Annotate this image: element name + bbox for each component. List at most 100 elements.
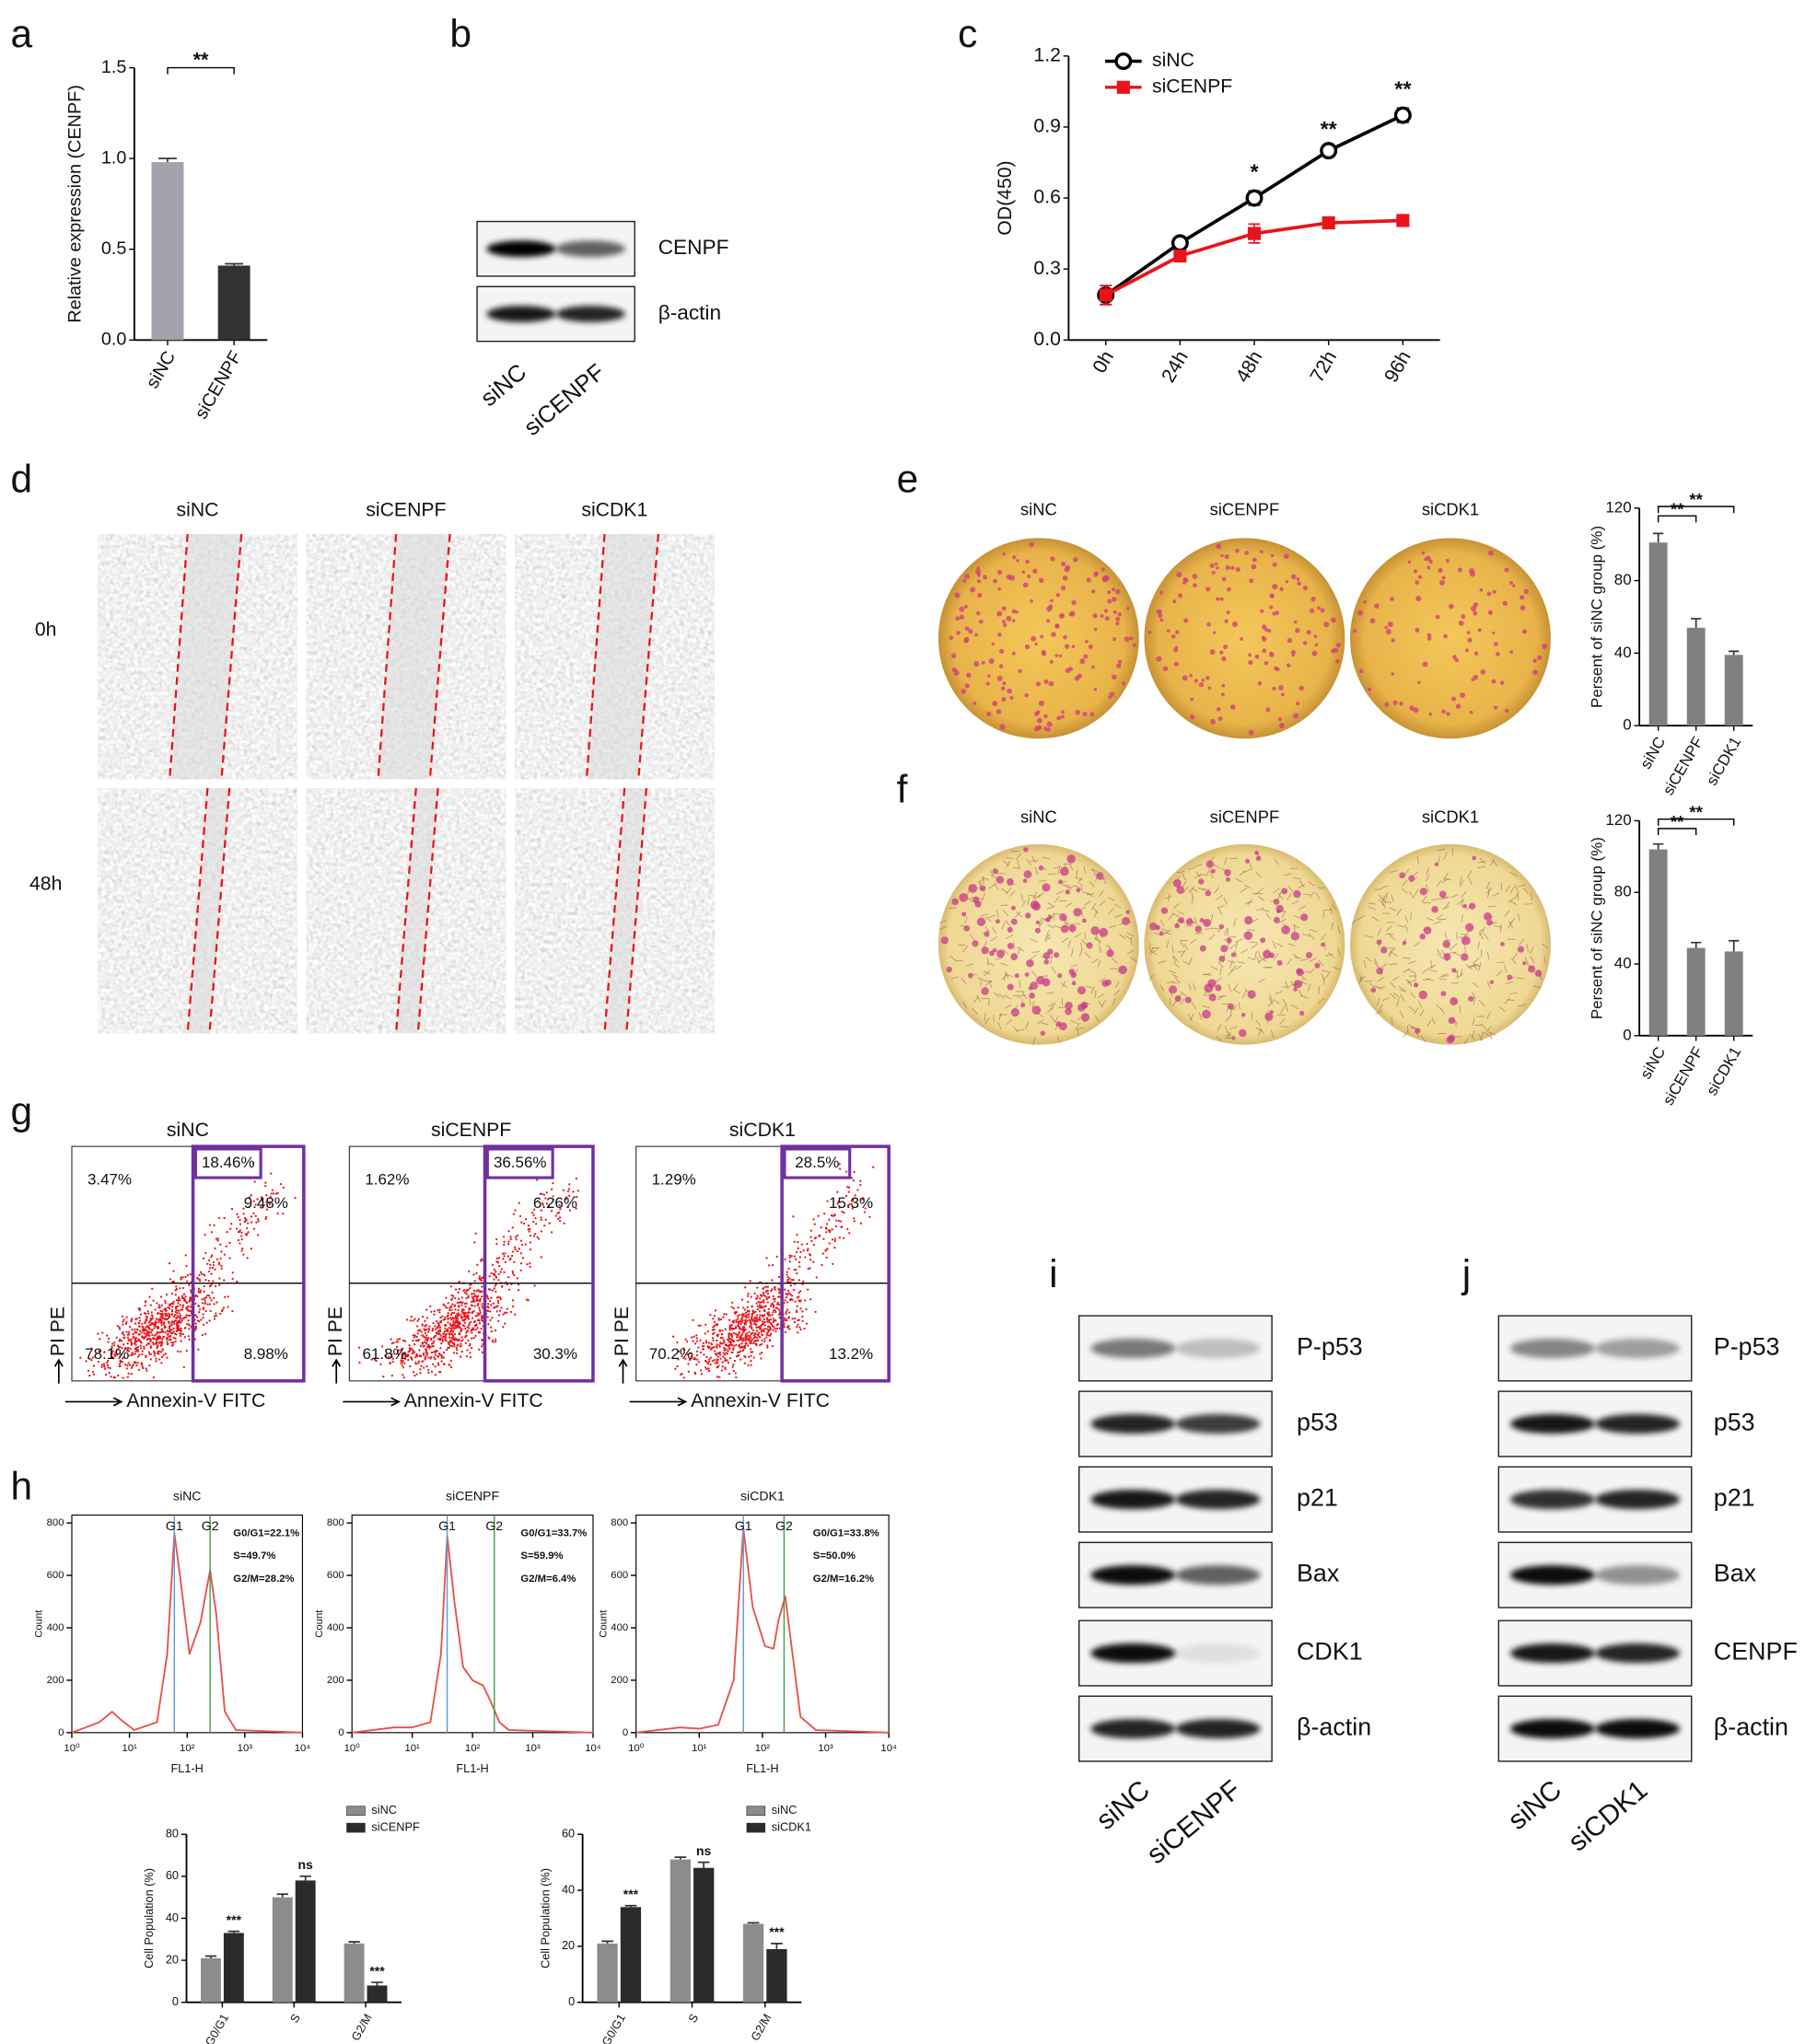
event-dot — [413, 1318, 416, 1320]
event-dot — [751, 1316, 753, 1318]
cell-fiber — [1382, 893, 1387, 902]
significance-label: ns — [696, 1843, 712, 1858]
event-dot — [464, 1311, 467, 1314]
event-dot — [494, 1284, 496, 1287]
event-dot — [458, 1304, 460, 1307]
event-dot — [430, 1370, 434, 1373]
cell-fiber — [1285, 981, 1288, 990]
cell-fiber — [1183, 943, 1189, 951]
event-dot — [750, 1359, 752, 1363]
cell-fiber — [1351, 918, 1358, 924]
event-dot — [412, 1319, 414, 1322]
event-dot — [501, 1252, 505, 1255]
cell-fiber — [1486, 981, 1491, 990]
event-dot — [448, 1344, 452, 1347]
stained-cell — [1376, 939, 1382, 946]
event-dot — [756, 1307, 760, 1311]
event-dot — [452, 1352, 456, 1354]
event-dot — [448, 1342, 450, 1346]
cell-fiber — [1166, 981, 1175, 984]
event-dot — [204, 1298, 206, 1302]
row-label: 0h — [35, 619, 57, 640]
event-dot — [756, 1336, 759, 1340]
event-dot — [697, 1346, 700, 1349]
event-dot — [380, 1345, 384, 1348]
cell-fiber — [1047, 873, 1056, 875]
event-dot — [838, 1163, 841, 1166]
event-dot — [761, 1320, 764, 1323]
stained-cell — [1493, 642, 1498, 647]
event-dot — [198, 1320, 201, 1323]
cell-fiber — [1056, 866, 1061, 875]
event-dot — [424, 1324, 426, 1327]
x-tick-label: 10² — [180, 1743, 195, 1754]
stained-cell — [1077, 673, 1082, 679]
event-dot — [188, 1338, 191, 1341]
event-dot — [767, 1313, 770, 1317]
event-dot — [420, 1330, 423, 1333]
stained-cell — [1035, 920, 1040, 924]
stained-cell — [1468, 995, 1474, 1002]
event-dot — [536, 1179, 539, 1181]
event-dot — [518, 1214, 522, 1217]
stained-cell — [1488, 550, 1494, 556]
event-dot — [230, 1207, 234, 1211]
event-dot — [469, 1355, 472, 1359]
significance-bracket — [1657, 818, 1735, 826]
event-dot — [536, 1200, 539, 1202]
event-dot — [706, 1330, 709, 1333]
gate-label: G1 — [166, 1518, 183, 1533]
event-dot — [676, 1341, 679, 1344]
event-dot — [169, 1324, 173, 1327]
event-dot — [174, 1289, 178, 1292]
cell-fiber — [1273, 998, 1280, 1005]
event-dot — [724, 1328, 728, 1330]
cell-fiber — [1410, 992, 1416, 999]
stained-cell — [1483, 912, 1492, 921]
event-dot — [209, 1296, 212, 1299]
event-dot — [172, 1336, 175, 1340]
event-dot — [859, 1222, 863, 1225]
stained-cell — [1202, 1009, 1211, 1019]
event-dot — [97, 1332, 99, 1335]
error-bar — [674, 1856, 687, 1860]
stained-cell — [1176, 886, 1184, 894]
event-dot — [170, 1313, 173, 1317]
event-dot — [471, 1317, 474, 1319]
event-dot — [401, 1364, 403, 1367]
event-dot — [744, 1336, 747, 1339]
event-dot — [846, 1186, 849, 1189]
event-dot — [514, 1236, 518, 1238]
event-dot — [210, 1299, 213, 1302]
event-dot — [726, 1338, 729, 1341]
cell-fiber — [1107, 897, 1115, 901]
event-dot — [445, 1296, 448, 1299]
event-dot — [768, 1314, 772, 1317]
stained-cell — [1089, 712, 1095, 717]
event-dot — [182, 1293, 186, 1295]
stained-cell — [1435, 614, 1440, 620]
stained-cell — [1392, 700, 1398, 705]
cell-fiber — [1492, 859, 1497, 867]
event-dot — [519, 1269, 522, 1272]
cell-fiber — [1238, 1002, 1240, 1010]
stained-cell — [1054, 952, 1060, 958]
cell-fiber — [1054, 1016, 1059, 1024]
event-dot — [375, 1359, 378, 1363]
event-dot — [424, 1358, 426, 1361]
event-dot — [457, 1313, 460, 1316]
event-dot — [434, 1328, 437, 1330]
legend-swatch — [346, 1806, 366, 1817]
stained-cell — [977, 593, 983, 598]
event-dot — [250, 1215, 253, 1218]
cell-fiber — [1070, 1019, 1078, 1025]
stained-cell — [1496, 652, 1500, 656]
legend-swatch — [746, 1822, 766, 1833]
cell-fiber — [1030, 938, 1038, 943]
blot-band — [1509, 1338, 1596, 1359]
cell-fiber — [1402, 879, 1408, 887]
event-dot — [532, 1208, 536, 1211]
cell-fiber — [1044, 934, 1051, 940]
gate-label: G1 — [438, 1518, 456, 1533]
stained-cell — [1489, 980, 1495, 984]
